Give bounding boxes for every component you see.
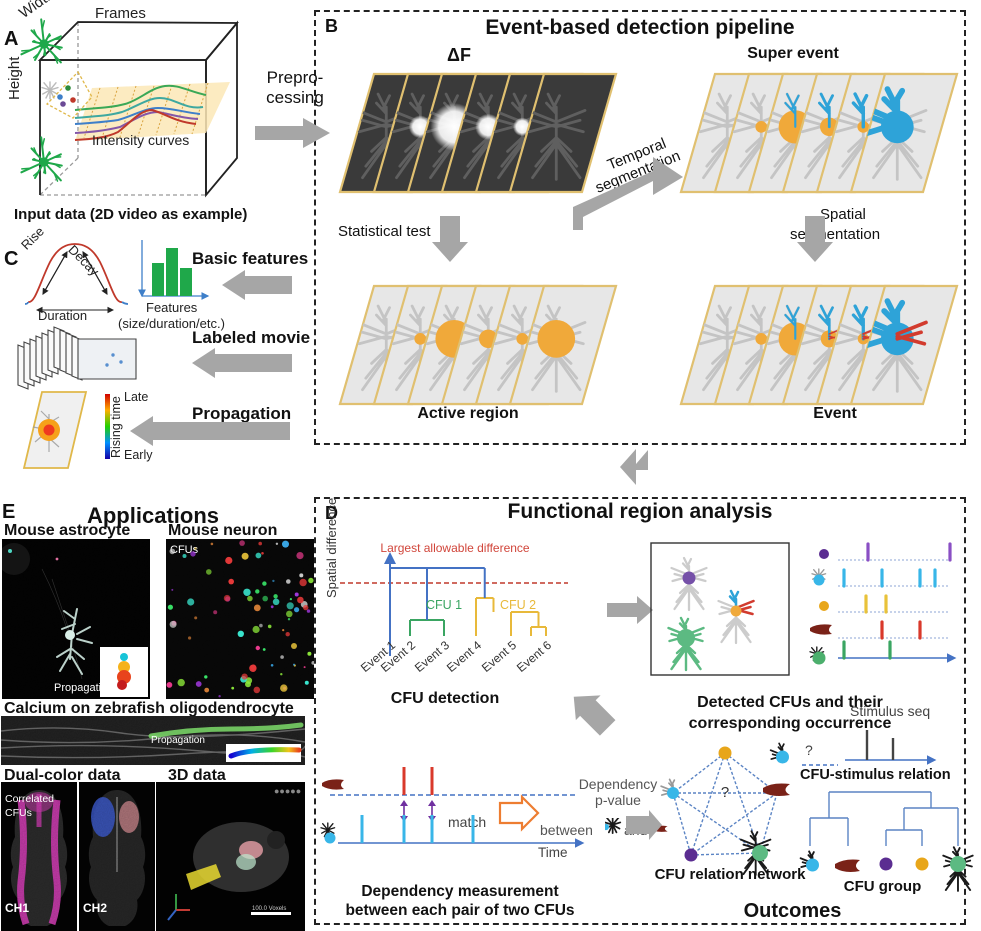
svg-text:Largest allowable difference: Largest allowable difference: [380, 541, 530, 555]
svg-text:Correlated: Correlated: [5, 793, 54, 805]
svg-text:CH1: CH1: [5, 901, 29, 915]
svg-text:?: ?: [721, 784, 729, 801]
svg-text:Time: Time: [538, 845, 568, 860]
svg-text:match: match: [448, 814, 486, 830]
svg-text:Propagation: Propagation: [151, 735, 205, 746]
svg-text:100.0 Voxels: 100.0 Voxels: [252, 906, 286, 912]
svg-text:CFU 2: CFU 2: [500, 598, 536, 612]
svg-text:●●●●●: ●●●●●: [274, 786, 301, 796]
svg-text:CH2: CH2: [83, 901, 107, 915]
svg-text:CFU 1: CFU 1: [426, 598, 462, 612]
svg-text:Propagation: Propagation: [54, 682, 113, 694]
svg-text:CFUs: CFUs: [5, 807, 32, 819]
